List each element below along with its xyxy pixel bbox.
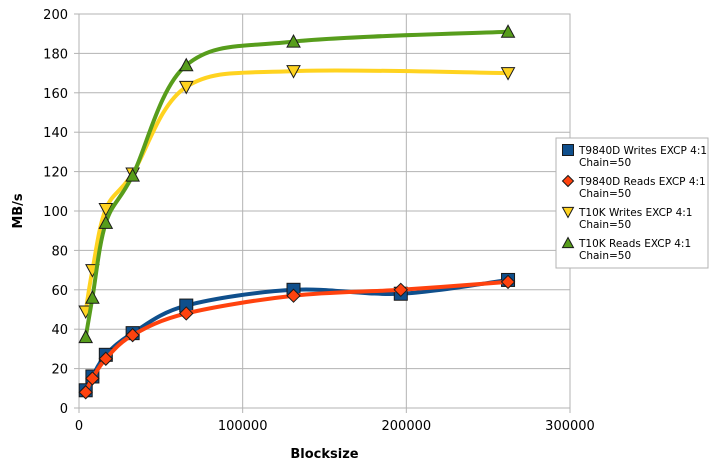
data-point — [178, 80, 194, 95]
data-point — [500, 24, 516, 38]
series-4 — [78, 24, 516, 344]
series-3 — [78, 65, 516, 320]
y-tick-label: 160 — [43, 87, 68, 102]
legend-label: Chain=50 — [579, 157, 631, 169]
legend-marker — [561, 174, 575, 188]
axes: 0 20 40 60 80 100 120 140 160 180 200 0 100000 200000… — [43, 8, 595, 434]
data-point — [85, 290, 100, 304]
legend-marker — [561, 236, 575, 249]
data-point — [500, 274, 516, 290]
data-point — [178, 57, 194, 72]
legend-label: T10K Writes EXCP 4:1 — [578, 207, 693, 219]
data-point — [286, 65, 301, 79]
y-tick-label: 60 — [51, 284, 68, 299]
legend-label: Chain=50 — [579, 188, 631, 200]
data-point — [78, 329, 94, 344]
legend-marker — [562, 144, 574, 156]
series-line — [83, 29, 511, 340]
y-tick-label: 180 — [43, 47, 68, 62]
y-tick-label: 100 — [43, 205, 68, 220]
legend-label: Chain=50 — [579, 219, 631, 231]
legend-marker — [561, 206, 575, 219]
x-tick-label: 200000 — [382, 419, 432, 434]
legend-label: T10K Reads EXCP 4:1 — [578, 238, 691, 250]
y-tick-label: 0 — [60, 402, 68, 417]
data-point — [78, 385, 93, 400]
data-point — [500, 67, 516, 81]
y-tick-label: 80 — [51, 244, 68, 259]
data-point — [85, 371, 100, 386]
data-point — [125, 327, 140, 343]
data-point — [286, 288, 301, 303]
data-point — [179, 306, 194, 321]
legend-label: T9840D Reads EXCP 4:1 — [578, 176, 706, 188]
series-2 — [78, 274, 516, 400]
data-point — [98, 203, 114, 217]
y-tick-label: 40 — [51, 323, 68, 338]
legend-label: Chain=50 — [579, 250, 631, 262]
y-axis-title: MB/s — [11, 193, 26, 229]
series-line — [83, 68, 511, 314]
data-point — [98, 351, 114, 366]
y-tick-label: 20 — [51, 363, 68, 378]
data-point — [98, 215, 114, 229]
x-tick-label: 0 — [75, 419, 83, 434]
data-point — [393, 282, 408, 298]
y-tick-label: 140 — [43, 126, 68, 141]
x-axis-title: Blocksize — [290, 447, 358, 462]
legend-label: T9840D Writes EXCP 4:1 — [578, 145, 707, 157]
y-tick-label: 200 — [43, 8, 68, 23]
series-group — [78, 24, 516, 400]
data-point — [125, 167, 140, 182]
x-tick-label: 300000 — [545, 419, 595, 434]
legend-box — [555, 137, 709, 269]
y-tick-label: 120 — [43, 166, 68, 181]
x-tick-label: 100000 — [218, 419, 268, 434]
data-point — [286, 34, 301, 48]
